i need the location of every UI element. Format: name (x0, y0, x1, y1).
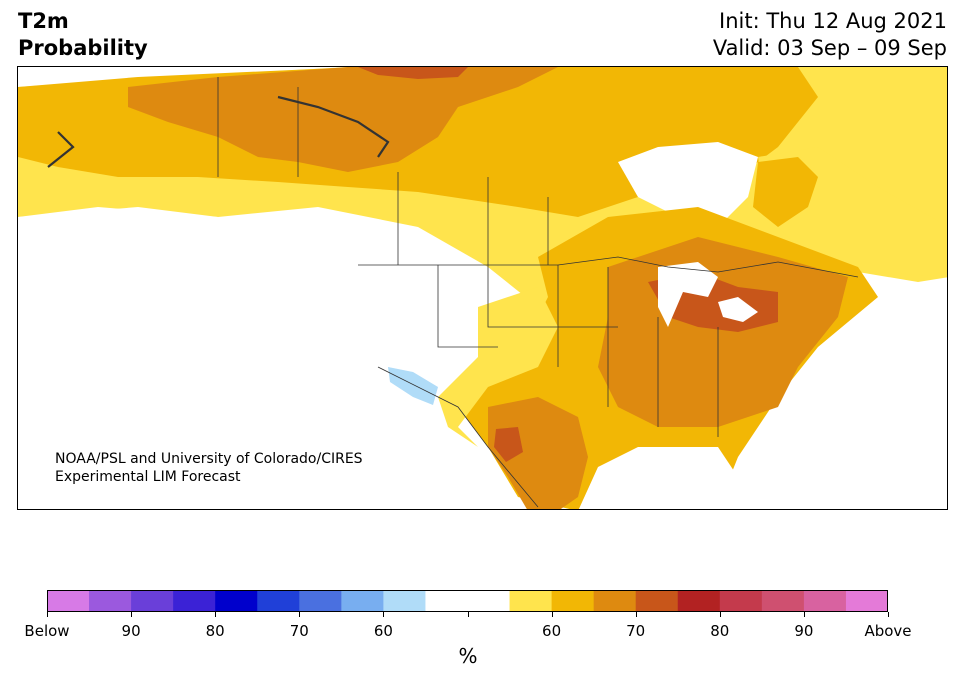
colorbar-segment (803, 590, 847, 612)
colorbar-tick (383, 612, 385, 617)
colorbar-segment (47, 590, 90, 612)
colorbar-segment (467, 590, 511, 612)
chart-title-left: T2m Probability (18, 8, 148, 62)
colorbar-segment (719, 590, 763, 612)
gulf-water (578, 447, 738, 509)
political-boundaries (217, 77, 859, 508)
colorbar-tick (719, 612, 721, 617)
colorbar-segment (761, 590, 805, 612)
colorbar-tick (635, 612, 637, 617)
forecast-credit: NOAA/PSL and University of Colorado/CIRE… (55, 450, 363, 486)
region-mexico-darkorange (494, 427, 523, 462)
colorbar (47, 590, 888, 612)
colorbar-tick-label: Below (24, 622, 70, 640)
colorbar-tick (803, 612, 805, 617)
title-variable: T2m (18, 9, 69, 33)
coast-thick-line (47, 131, 75, 168)
colorbar-tick-label: 70 (626, 622, 646, 640)
credit-line-1: NOAA/PSL and University of Colorado/CIRE… (55, 451, 363, 467)
colorbar-tick (551, 612, 553, 617)
colorbar-segment (383, 590, 426, 612)
colorbar-segment (425, 590, 468, 612)
colorbar-segment (89, 590, 132, 612)
colorbar-tick (215, 612, 217, 617)
colorbar-tick-label: 60 (542, 622, 562, 640)
title-type: Probability (18, 36, 148, 60)
colorbar-tick (888, 612, 889, 617)
map-panel: NOAA/PSL and University of Colorado/CIRE… (17, 66, 948, 510)
colorbar-segment (677, 590, 721, 612)
region-southwest-lightblue (388, 367, 438, 405)
colorbar-tick-label: Above (864, 622, 912, 640)
init-date: Init: Thu 12 Aug 2021 (719, 9, 947, 33)
colorbar-unit-label: % (458, 644, 478, 668)
colorbar-tick-label: 90 (121, 622, 141, 640)
region-arctic-darkorange (358, 67, 468, 79)
colorbar-tick (467, 612, 469, 617)
colorbar-tick-label: 80 (710, 622, 730, 640)
colorbar-tick (299, 612, 301, 617)
probability-map (18, 67, 947, 509)
colorbar-segment (299, 590, 342, 612)
chart-title-right: Init: Thu 12 Aug 2021 Valid: 03 Sep – 09… (713, 8, 947, 62)
colorbar-tick-label: 70 (289, 622, 309, 640)
colorbar-segment (551, 590, 595, 612)
colorbar-segment (341, 590, 384, 612)
colorbar-segment (509, 590, 553, 612)
great-lakes-water (658, 262, 758, 327)
colorbar-tick-label: 80 (205, 622, 225, 640)
colorbar-tick-label: 60 (373, 622, 393, 640)
colorbar-segment (215, 590, 258, 612)
colorbar-tick (131, 612, 133, 617)
colorbar-segment (593, 590, 637, 612)
colorbar-segment (257, 590, 300, 612)
region-quebec-gold (753, 157, 818, 227)
colorbar-segment (845, 590, 888, 612)
colorbar-border (47, 590, 888, 612)
region-texas-orange (488, 397, 588, 509)
valid-range: Valid: 03 Sep – 09 Sep (712, 36, 947, 60)
pacific-water (18, 207, 487, 509)
colorbar-tick (47, 612, 48, 617)
colorbar-segment (635, 590, 679, 612)
river-thick-line (277, 95, 390, 158)
credit-line-2: Experimental LIM Forecast (55, 469, 241, 485)
colorbar-segment (131, 590, 174, 612)
colorbar-tick-label: 90 (794, 622, 814, 640)
hudson-bay-water (618, 142, 758, 227)
colorbar-segment (173, 590, 216, 612)
region-canada-orange (128, 67, 558, 172)
